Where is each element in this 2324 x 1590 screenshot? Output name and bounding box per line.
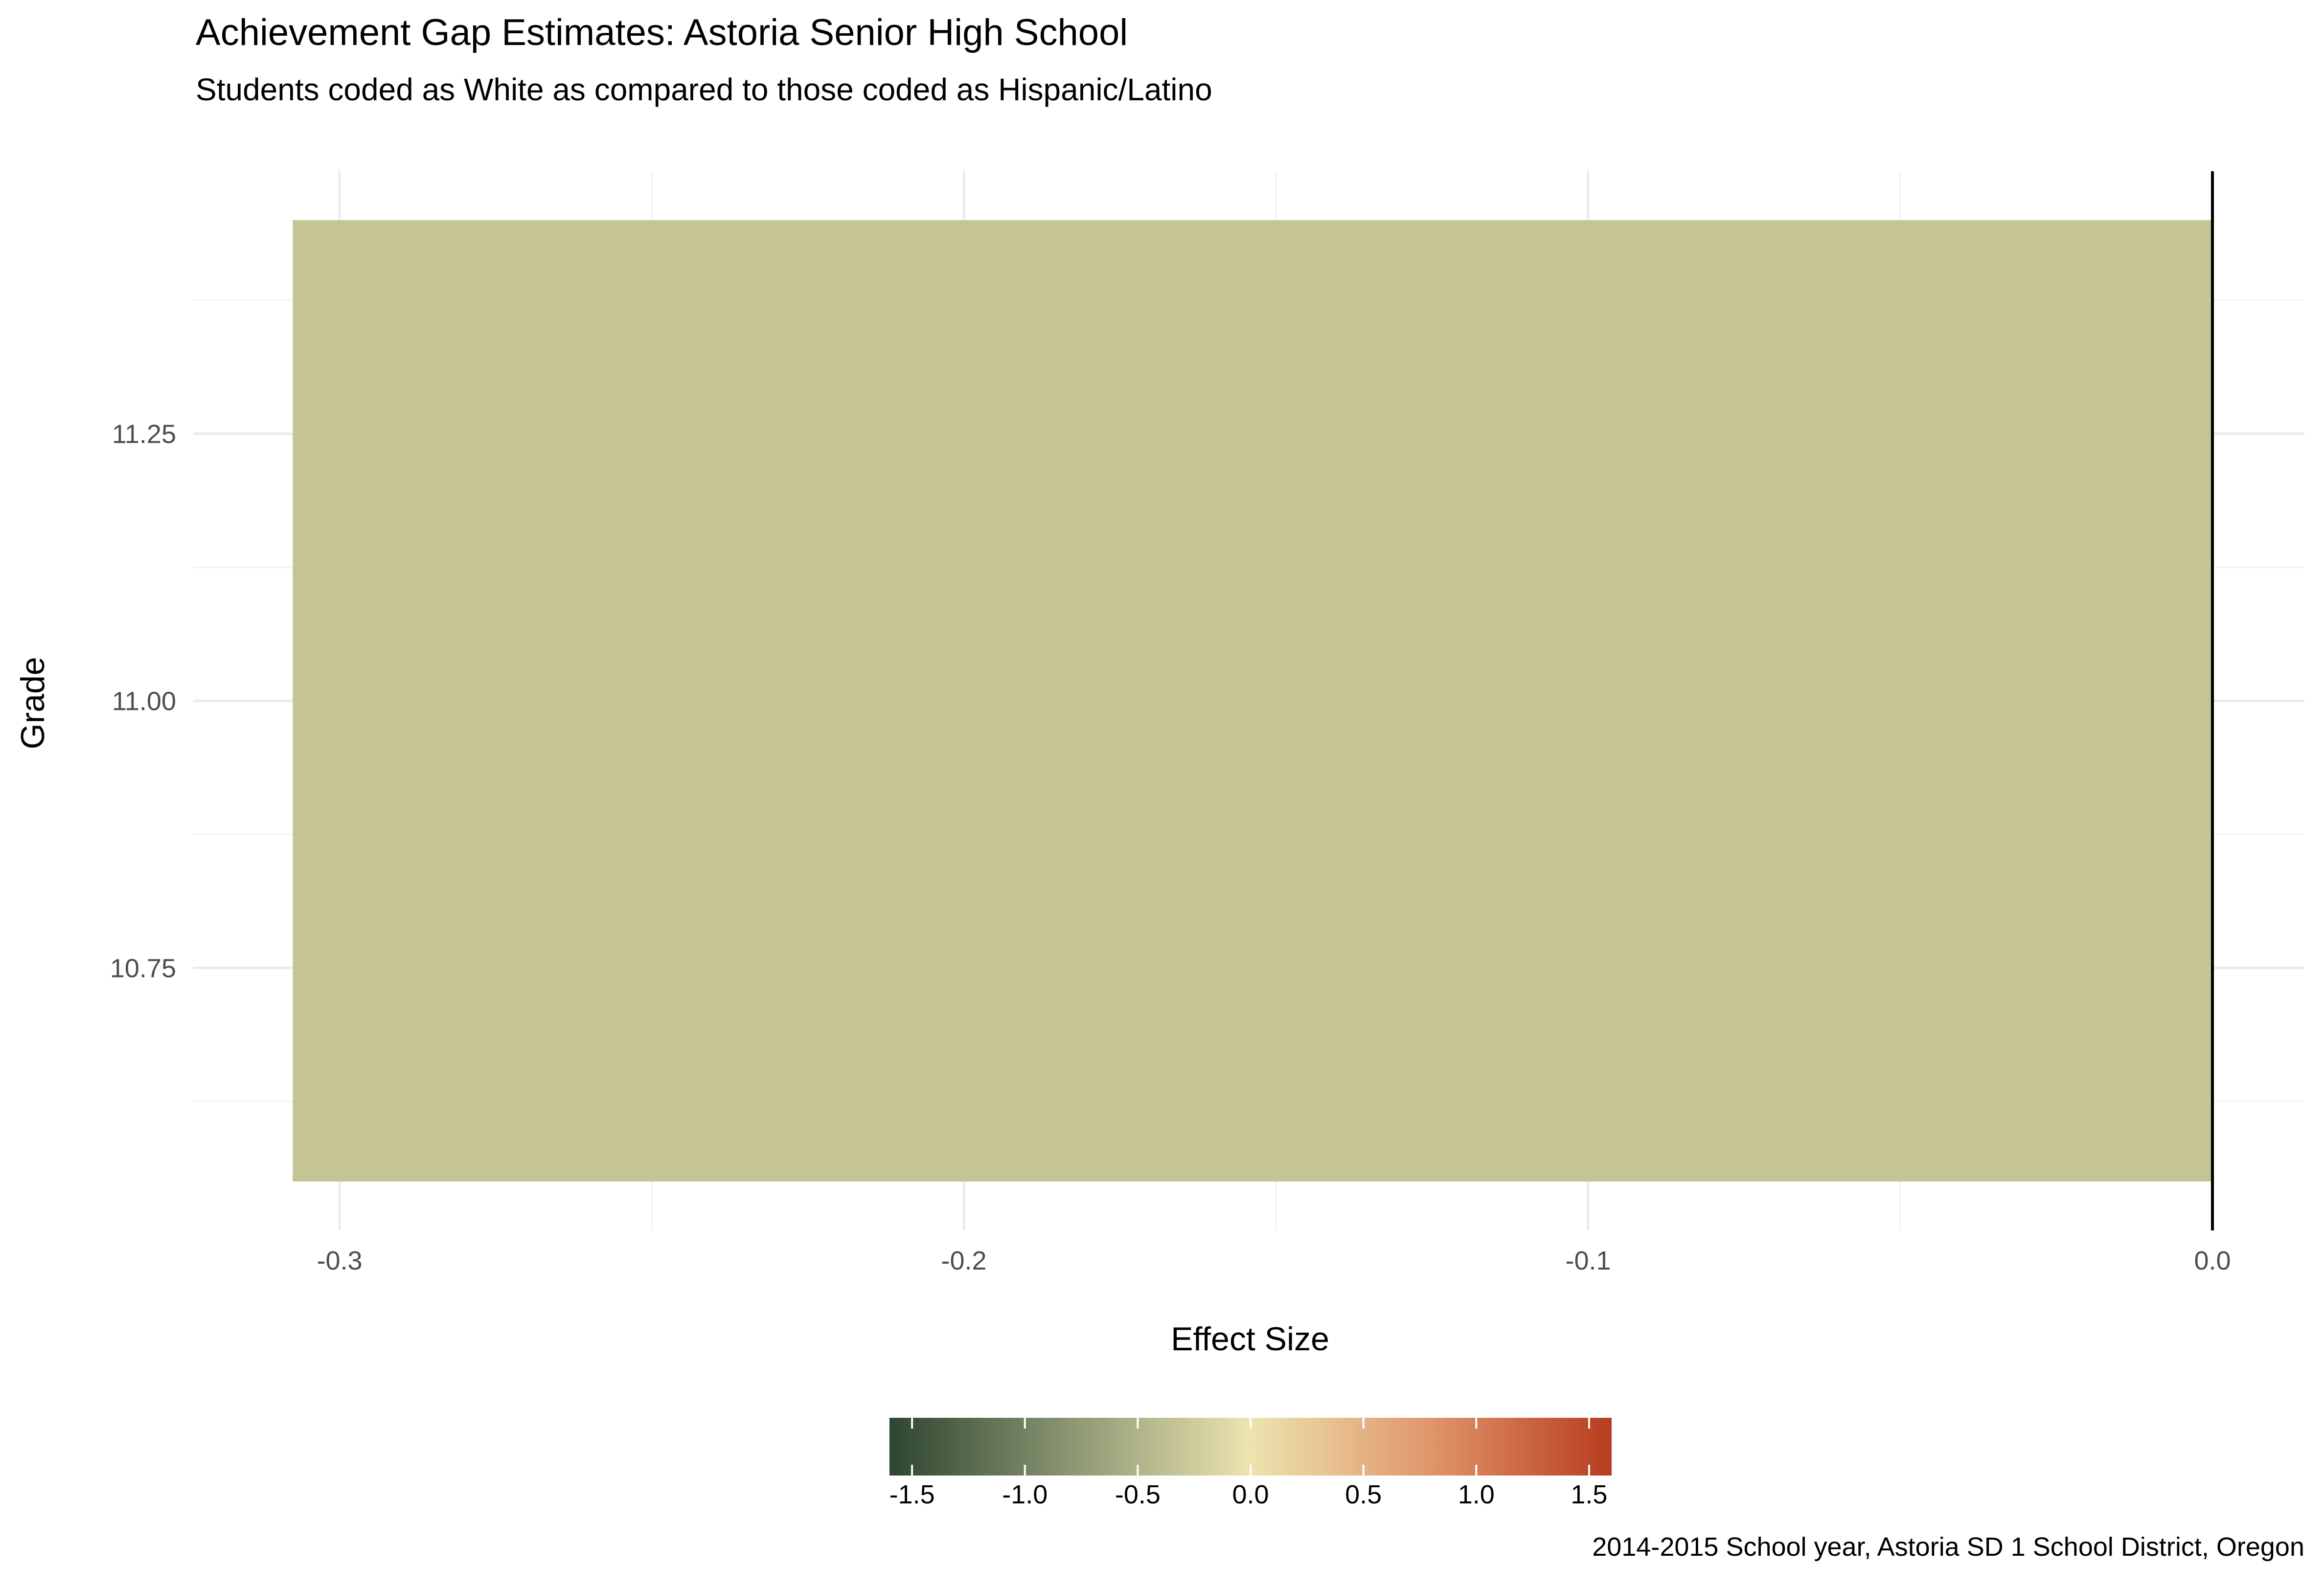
bar-grade-11 xyxy=(293,220,2212,1181)
caption: 2014-2015 School year, Astoria SD 1 Scho… xyxy=(1592,1532,2304,1562)
colorbar-label: -1.0 xyxy=(1002,1480,1048,1509)
colorbar-label: -0.5 xyxy=(1115,1480,1161,1509)
x-tick-label: -0.3 xyxy=(317,1246,362,1275)
y-tick-label: 11.00 xyxy=(112,687,176,716)
bars xyxy=(293,220,2212,1181)
x-tick-label: -0.2 xyxy=(941,1246,986,1275)
y-tick-label: 11.25 xyxy=(112,420,176,449)
colorbar-label: 1.0 xyxy=(1458,1480,1495,1509)
colorbar-legend: -1.5 -1.0 -0.5 0.0 0.5 1.0 1.5 xyxy=(889,1418,1612,1509)
x-tick-label: -0.1 xyxy=(1565,1246,1611,1275)
chart-subtitle: Students coded as White as compared to t… xyxy=(196,72,1212,107)
colorbar-label: 0.0 xyxy=(1232,1480,1269,1509)
chart-title: Achievement Gap Estimates: Astoria Senio… xyxy=(196,12,1128,53)
x-tick-label: 0.0 xyxy=(2194,1246,2231,1275)
x-axis-ticks: -0.3 -0.2 -0.1 0.0 xyxy=(317,1246,2231,1275)
y-axis-ticks: 10.75 11.00 11.25 xyxy=(110,420,176,983)
colorbar-label: 0.5 xyxy=(1345,1480,1382,1509)
y-tick-label: 10.75 xyxy=(110,954,176,983)
colorbar-label: 1.5 xyxy=(1571,1480,1607,1509)
x-axis-title: Effect Size xyxy=(1171,1320,1329,1358)
colorbar-label: -1.5 xyxy=(889,1480,935,1509)
y-axis-title: Grade xyxy=(14,657,51,750)
